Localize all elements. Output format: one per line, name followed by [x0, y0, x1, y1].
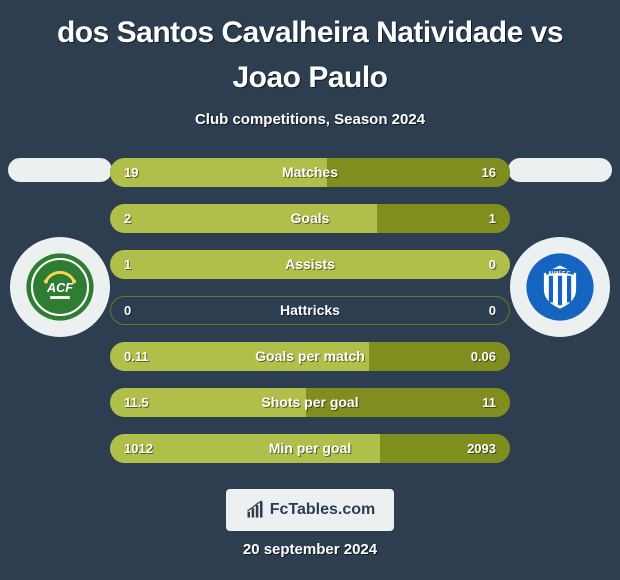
avai-logo-icon: AVAÍ F.C. [525, 252, 595, 322]
brand-text: FcTables.com [270, 501, 376, 519]
stat-value-left: 19 [124, 158, 138, 187]
stat-row: Goals per match0.11 0.06 [110, 342, 510, 371]
stat-row: Assists1 0 [110, 250, 510, 279]
chapecoense-logo-icon: ACF [25, 252, 95, 322]
stat-value-right: 16 [482, 158, 496, 187]
team-left-crest: ACF [10, 237, 110, 337]
team-left-column: ACF [8, 158, 112, 337]
stat-label: Assists [110, 250, 510, 279]
stat-row: Hattricks0 0 [110, 296, 510, 325]
stat-label: Goals per match [110, 342, 510, 371]
stat-row: Matches19 16 [110, 158, 510, 187]
stat-label: Min per goal [110, 434, 510, 463]
stat-value-left: 11.5 [124, 388, 149, 417]
svg-text:ACF: ACF [46, 281, 73, 295]
stat-value-left: 1012 [124, 434, 153, 463]
stat-value-right: 1 [489, 204, 496, 233]
page-title: dos Santos Cavalheira Natividade vs Joao… [0, 0, 620, 105]
stat-label: Hattricks [110, 296, 510, 325]
stat-value-right: 0 [489, 250, 496, 279]
infographic-container: dos Santos Cavalheira Natividade vs Joao… [0, 0, 620, 580]
stat-value-right: 11 [482, 388, 496, 417]
stat-value-left: 0.11 [124, 342, 149, 371]
player-pill-right [508, 158, 612, 182]
stat-row: Min per goal1012 2093 [110, 434, 510, 463]
stat-row: Shots per goal11.5 11 [110, 388, 510, 417]
stat-value-right: 0.06 [471, 342, 496, 371]
main-content: ACF AVAÍ F.C. Matches1916G [0, 158, 620, 463]
stat-row: Goals2 1 [110, 204, 510, 233]
team-right-crest: AVAÍ F.C. [510, 237, 610, 337]
brand-badge[interactable]: FcTables.com [226, 489, 394, 531]
stat-label: Matches [110, 158, 510, 187]
stat-value-right: 0 [489, 296, 496, 325]
stat-value-left: 1 [124, 250, 131, 279]
stat-label: Shots per goal [110, 388, 510, 417]
stat-value-left: 2 [124, 204, 131, 233]
footer-date: 20 september 2024 [0, 541, 620, 558]
stats-list: Matches1916Goals21Assists10Hattricks00Go… [110, 158, 510, 463]
stat-value-left: 0 [124, 296, 131, 325]
stat-label: Goals [110, 204, 510, 233]
chart-icon [245, 500, 265, 520]
team-right-column: AVAÍ F.C. [508, 158, 612, 337]
player-pill-left [8, 158, 112, 182]
subtitle: Club competitions, Season 2024 [0, 111, 620, 128]
stat-value-right: 2093 [467, 434, 496, 463]
